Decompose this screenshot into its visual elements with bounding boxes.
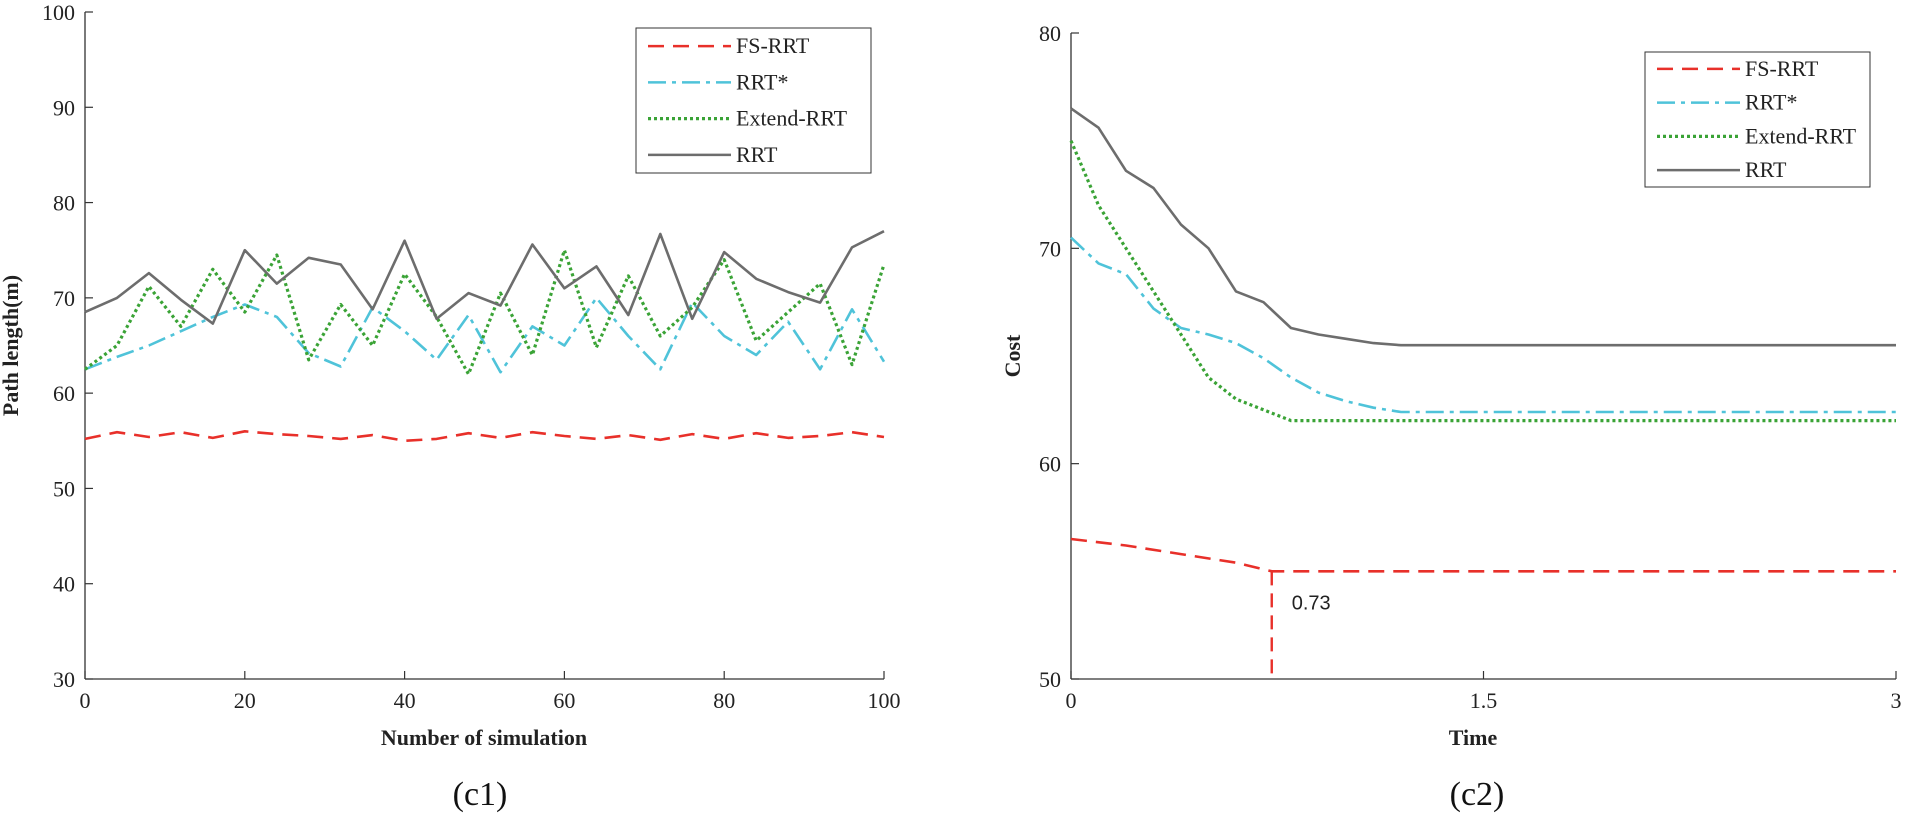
legend-label: FS-RRT [1745,56,1819,81]
legend-label: FS-RRT [736,33,810,58]
y-tick-label: 70 [1039,236,1061,261]
x-tick-label: 100 [868,688,901,713]
x-tick-label: 80 [713,688,735,713]
chart-c1: 30 40 50 60 70 80 90 100 0 20 40 60 80 100 Number of s… [0,0,901,813]
series-line-extend-rrt [1069,140,1896,423]
y-tick-label: 50 [1039,667,1061,692]
y-tick-label: 70 [53,286,75,311]
series-line-extend-rrt [84,248,886,376]
y-tick-label: 60 [53,381,75,406]
legend-box [1644,51,1871,188]
series-line-fs-rrt [84,429,885,443]
series-line-rrt [84,230,885,325]
x-tick-label: 40 [394,688,416,713]
y-axis-label: Cost [1000,334,1025,377]
x-axis-label: Number of simulation [381,725,587,750]
legend-label: Extend-RRT [736,106,848,131]
y-tick-label: 50 [53,476,75,501]
y-axis-label: Path length(m) [0,275,23,416]
annotation-label: 0.73 [1292,592,1331,614]
legend-label: RRT* [736,69,788,94]
y-tick-label: 90 [53,95,75,120]
y-tick-label: 40 [53,572,75,597]
x-tick-label: 0 [80,688,91,713]
legend-label: RRT* [1745,90,1797,115]
legend-label: Extend-RRT [1745,123,1857,148]
series-line-fs-rrt [1070,537,1896,573]
y-tick-label: 80 [53,191,75,216]
series-line-rrt- [84,296,886,374]
x-tick-label: 1.5 [1470,688,1498,713]
legend-label: RRT [736,142,778,167]
x-tick-label: 20 [234,688,256,713]
y-tick-label: 100 [42,0,75,25]
y-tick-label: 80 [1039,21,1061,46]
chart-c2: 50 60 70 80 0 1.5 3 Time Cost (c2) 0.73 FS-RRT RRT* E… [1000,21,1902,813]
series-line-rrt- [1070,236,1896,414]
y-tick-label: 60 [1039,452,1061,477]
x-tick-label: 3 [1891,688,1902,713]
x-tick-label: 60 [553,688,575,713]
figure-caption: (c2) [1450,776,1505,813]
legend-label: RRT [1745,157,1787,182]
legend-box [635,27,872,174]
y-tick-label: 30 [53,667,75,692]
x-tick-label: 0 [1066,688,1077,713]
figure-caption: (c1) [453,776,508,813]
x-axis-label: Time [1449,725,1498,750]
series-line-rrt [1070,107,1896,347]
